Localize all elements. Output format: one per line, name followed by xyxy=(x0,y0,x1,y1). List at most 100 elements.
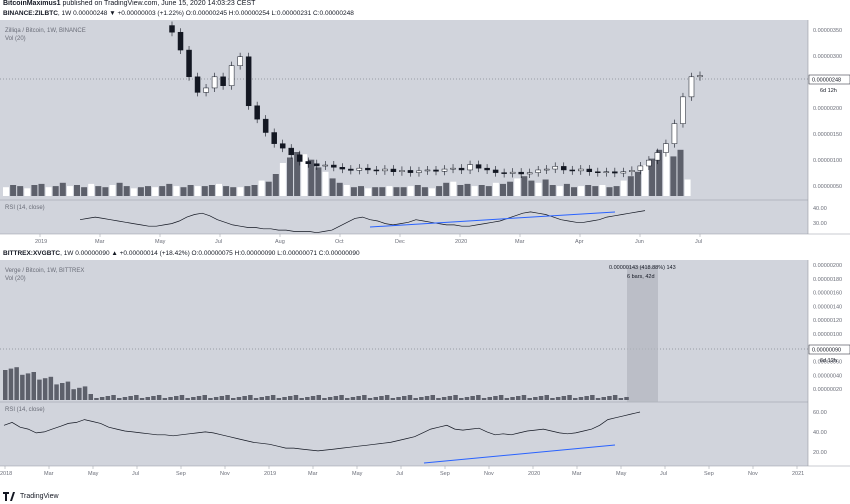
price-tick: 0.00000200 xyxy=(813,263,842,269)
volume-bar xyxy=(88,394,93,400)
xvg-open: 0.00000075 xyxy=(198,250,233,257)
x-tick-label: Apr xyxy=(575,239,584,245)
x-tick-label: 2019 xyxy=(35,239,47,245)
candle-body xyxy=(203,87,209,93)
volume-bar xyxy=(322,398,327,400)
volume-bar xyxy=(386,186,393,196)
volume-bar xyxy=(288,396,293,400)
rsi-trendline xyxy=(423,444,616,464)
volume-bar xyxy=(152,187,159,196)
x-tick-label: May xyxy=(155,239,166,245)
x-tick-label: Mar xyxy=(515,239,525,245)
xvg-close: 0.00000090 xyxy=(325,250,360,257)
volume-bar xyxy=(492,182,499,196)
volume-bar xyxy=(259,397,264,400)
candle-body xyxy=(220,76,226,86)
price-tick: 0.00000300 xyxy=(813,54,842,60)
volume-bar xyxy=(123,186,130,196)
price-tick: 0.00000140 xyxy=(813,304,842,310)
candle-body xyxy=(433,169,439,172)
volume-bar xyxy=(507,181,514,196)
volume-bar xyxy=(542,179,549,196)
volume-bar xyxy=(447,396,453,400)
volume-bar xyxy=(8,368,14,400)
volume-bar xyxy=(24,188,31,196)
candle-body xyxy=(560,166,567,171)
x-tick-label: 2021 xyxy=(792,471,804,477)
candle-body xyxy=(194,76,201,93)
x-tick-label: Jul xyxy=(695,239,702,245)
volume-bar xyxy=(514,178,521,196)
candle-body xyxy=(211,76,218,89)
volume-bar xyxy=(327,397,333,400)
xvg-chart[interactable]: Verge / Bitcoin, 1W, BITTREX Vol (20) RSI … xyxy=(0,260,850,488)
volume-bar xyxy=(624,397,629,400)
candle-body xyxy=(637,165,644,171)
volume-bar xyxy=(677,149,684,196)
candle-body xyxy=(458,167,465,171)
last-price-box xyxy=(808,344,850,355)
x-tick-label: Aug xyxy=(275,239,285,245)
volume-bar xyxy=(299,398,304,400)
volume-bar xyxy=(613,186,620,196)
volume-bar xyxy=(272,174,279,196)
pane-title: Zilliqa / Bitcoin, 1W, BINANCE xyxy=(5,28,86,34)
volume-bar xyxy=(453,395,458,400)
countdown-label: 6d 12h xyxy=(820,88,837,94)
volume-bar xyxy=(443,182,450,196)
candle-body xyxy=(688,76,695,98)
candle-body xyxy=(526,172,533,175)
volume-bar xyxy=(194,186,201,196)
volume-bar xyxy=(521,395,527,400)
volume-bar xyxy=(400,187,407,196)
volume-bar xyxy=(538,396,544,400)
volume-bar xyxy=(419,397,424,400)
x-tick-label: Mar xyxy=(308,471,318,477)
x-tick-label: 2020 xyxy=(528,471,540,477)
tradingview-logo-icon[interactable] xyxy=(3,491,17,501)
candle-body xyxy=(578,168,584,172)
xvg-high: 0.00000090 xyxy=(241,250,276,257)
volume-bar xyxy=(571,187,577,196)
volume-bar xyxy=(66,186,73,196)
volume-bar xyxy=(471,186,478,196)
candle-body xyxy=(348,168,354,171)
candle-body xyxy=(543,168,550,171)
rsi-label: RSI (14, close) xyxy=(5,205,45,211)
volume-bar xyxy=(258,180,265,196)
candle-body xyxy=(646,159,652,167)
volume-bar xyxy=(500,183,506,196)
volume-bar xyxy=(3,187,9,196)
volume-bar xyxy=(421,187,428,196)
volume-bar xyxy=(649,158,656,196)
volume-bar xyxy=(42,378,48,400)
volume-bar xyxy=(329,178,336,196)
price-pane-bg xyxy=(0,260,808,402)
zil-change: 0.00000248 ▼ +0.00000003 (+1.22%) xyxy=(73,10,184,17)
volume-bar xyxy=(248,395,253,400)
price-axis-bg xyxy=(808,20,850,244)
rsi-tick: 40.00 xyxy=(813,206,827,212)
volume-bar xyxy=(216,183,222,196)
volume-bar xyxy=(287,157,293,196)
candle-body xyxy=(390,168,397,172)
x-tick-label: Nov xyxy=(220,471,230,477)
measure-change: 0.00000143 (418.88%) 143 xyxy=(609,265,676,271)
volume-bar xyxy=(642,165,648,196)
volume-bar xyxy=(457,185,464,196)
published-text: published on TradingView.com, June 15, 2… xyxy=(62,0,256,7)
volume-bar xyxy=(578,397,584,400)
author-name[interactable]: BitcoinMaximus1 xyxy=(3,0,61,7)
tradingview-brand[interactable]: TradingView xyxy=(20,492,59,500)
volume-bar xyxy=(372,187,379,196)
volume-bar xyxy=(31,185,38,196)
volume-bar xyxy=(59,182,66,196)
xvg-symbol[interactable]: BITTREX:XVGBTC xyxy=(3,250,61,257)
candle-body xyxy=(356,167,363,171)
zil-symbol[interactable]: BINANCE:ZILBTC xyxy=(3,10,58,17)
price-tick: 0.00000050 xyxy=(813,184,842,190)
zil-chart[interactable]: Zilliqa / Bitcoin, 1W, BINANCE Vol (20) RS… xyxy=(0,20,850,248)
xvg-low: 0.00000071 xyxy=(282,250,317,257)
x-tick-label: Sep xyxy=(704,471,714,477)
candle-body xyxy=(654,152,661,161)
